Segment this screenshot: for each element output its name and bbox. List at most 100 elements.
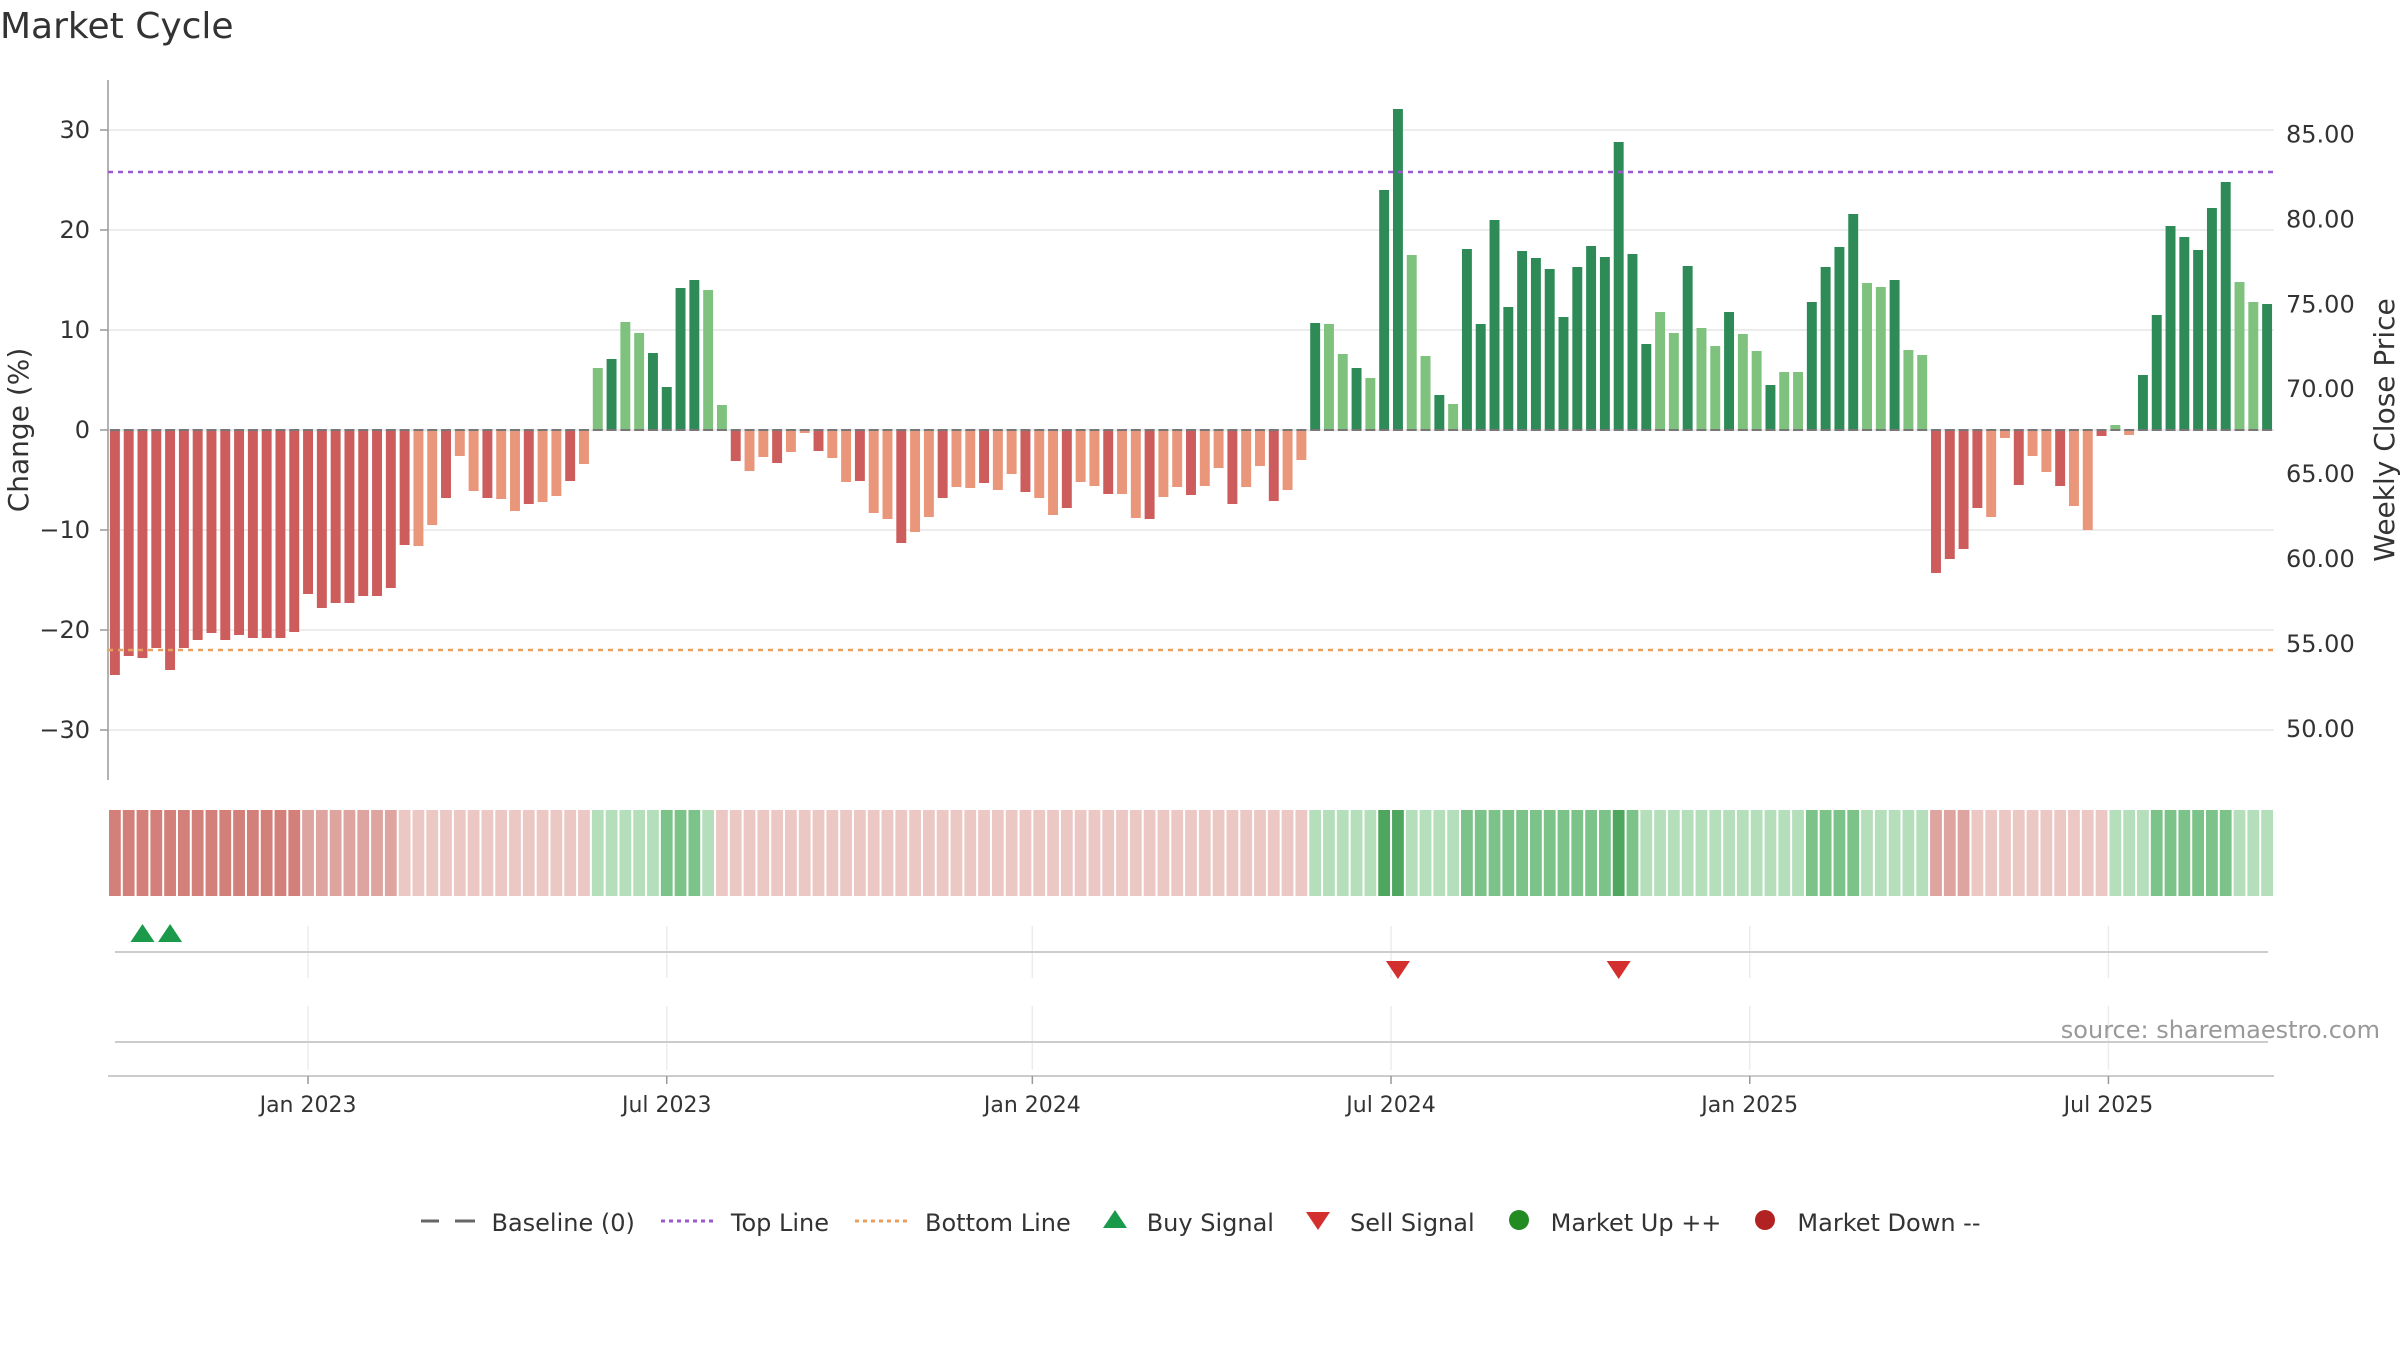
heat-cell <box>233 810 245 896</box>
bar <box>1227 430 1238 504</box>
bar <box>1530 258 1541 430</box>
heat-cell <box>1833 810 1846 896</box>
bar <box>1599 257 1610 430</box>
legend-item[interactable]: Market Down -- <box>1745 1208 1981 1238</box>
heat-cell <box>1612 810 1625 896</box>
bar <box>1475 324 1486 430</box>
y2-tick-label: 60.00 <box>2286 545 2355 573</box>
triangle-down-red-icon <box>1298 1208 1350 1238</box>
bar <box>1241 430 1252 487</box>
bar <box>2179 237 2190 430</box>
heat-cell <box>840 810 852 896</box>
legend-item[interactable]: Sell Signal <box>1298 1208 1475 1238</box>
bar <box>923 430 934 517</box>
bar <box>413 430 424 546</box>
bar <box>1668 333 1679 430</box>
bar <box>1682 266 1693 430</box>
circle-green-icon <box>1499 1208 1551 1238</box>
bar <box>1613 142 1624 430</box>
bar <box>123 430 134 656</box>
heat-cell <box>2137 810 2149 896</box>
heat-cell <box>1171 810 1184 896</box>
bar <box>1434 395 1445 430</box>
heat-cell <box>2054 810 2067 896</box>
heat-cell <box>1019 810 1032 896</box>
legend-item[interactable]: Buy Signal <box>1095 1208 1274 1238</box>
heat-cell <box>481 810 494 896</box>
bar <box>2082 430 2093 530</box>
legend-item[interactable]: Baseline (0) <box>419 1209 635 1237</box>
heat-cell <box>1102 810 1115 896</box>
heat-cell <box>536 810 549 896</box>
heat-cell <box>564 810 577 896</box>
heat-cell <box>2164 810 2177 896</box>
y-tick-label: 20 <box>59 216 90 244</box>
heat-cell <box>1461 810 1473 896</box>
heat-cell <box>1116 810 1128 896</box>
bar <box>813 430 824 451</box>
bar <box>1696 328 1707 430</box>
bar <box>427 430 438 525</box>
heat-cell <box>1185 810 1197 896</box>
y-tick-label: 0 <box>75 416 90 444</box>
bar <box>1751 351 1762 430</box>
heat-cell <box>1129 810 1142 896</box>
bar <box>730 430 741 461</box>
bar <box>482 430 493 498</box>
bar <box>1130 430 1141 518</box>
heat-cell <box>1571 810 1584 896</box>
heat-cell <box>2109 810 2122 896</box>
heat-cell <box>1736 810 1749 896</box>
heat-cell <box>1143 810 1156 896</box>
heat-cell <box>867 810 880 896</box>
sell-signal-marker <box>1606 961 1631 979</box>
heat-cell <box>771 810 784 896</box>
heat-cell <box>895 810 908 896</box>
bar <box>1903 350 1914 430</box>
legend-item[interactable]: Top Line <box>659 1209 829 1237</box>
heat-cell <box>757 810 770 896</box>
bar <box>1944 430 1955 559</box>
heat-cell <box>1060 810 1073 896</box>
bar <box>510 430 520 511</box>
y2-tick-label: 50.00 <box>2286 715 2355 743</box>
heat-cell <box>164 810 176 896</box>
heat-cell <box>591 810 604 896</box>
bar <box>441 430 451 498</box>
legend-item[interactable]: Market Up ++ <box>1499 1208 1721 1238</box>
bar <box>2027 430 2038 456</box>
buy-signal-marker <box>158 924 183 942</box>
heat-cell <box>1819 810 1832 896</box>
bar <box>399 430 410 545</box>
heat-cell <box>2081 810 2094 896</box>
heat-cell <box>1309 810 1322 896</box>
heat-cell <box>2178 810 2191 896</box>
bar <box>316 430 327 608</box>
legend-label: Sell Signal <box>1349 1209 1475 1237</box>
heat-cell <box>1033 810 1046 896</box>
heat-cell <box>1723 810 1735 896</box>
heat-cell <box>1157 810 1170 896</box>
y2-tick-label: 75.00 <box>2286 290 2355 318</box>
bar <box>151 430 162 648</box>
heat-cell <box>122 810 135 896</box>
bar <box>468 430 479 491</box>
heat-cell <box>1392 810 1404 896</box>
heat-cell <box>191 810 204 896</box>
bar <box>1379 190 1390 430</box>
heat-cell <box>1433 810 1446 896</box>
bar <box>1820 267 1831 430</box>
heat-cell <box>1088 810 1101 896</box>
bar <box>523 430 534 504</box>
heat-cell <box>1295 810 1308 896</box>
y-tick-label: 30 <box>59 116 90 144</box>
heat-cell <box>329 810 342 896</box>
heat-cell <box>1861 810 1873 896</box>
bar <box>137 430 148 658</box>
heat-cell <box>1557 810 1570 896</box>
bar <box>1351 368 1362 430</box>
heat-cell <box>1874 810 1887 896</box>
legend-item[interactable]: Bottom Line <box>853 1209 1071 1237</box>
heat-cell <box>1598 810 1611 896</box>
bar <box>1889 280 1900 430</box>
